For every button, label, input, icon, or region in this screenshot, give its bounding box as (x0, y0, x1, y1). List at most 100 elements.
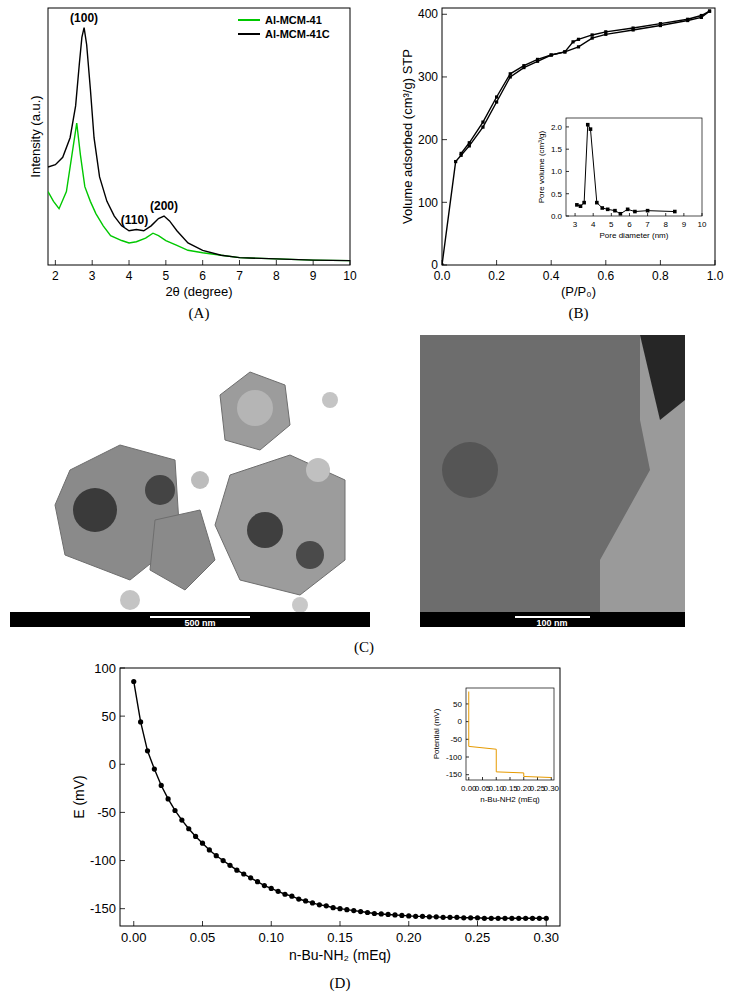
data-point (392, 912, 397, 917)
x-tick (340, 921, 341, 926)
x-tick (523, 777, 524, 780)
data-point (138, 719, 143, 724)
particle-detail (442, 442, 498, 498)
data-point (358, 909, 363, 914)
chart-panel: 3456789100.00.51.01.52.0Pore diameter (n… (537, 117, 707, 240)
particle (150, 510, 215, 590)
y-tick-label: 300 (418, 70, 438, 84)
x-tick-label: 1.0 (707, 269, 724, 283)
y-tick (566, 126, 569, 127)
data-point (413, 914, 418, 919)
chart-panel: 0.000.050.100.150.200.250.30-150-100-500… (71, 661, 560, 992)
data-point (550, 53, 553, 56)
x-tick-label: 0.00 (121, 930, 146, 945)
data-point (509, 72, 512, 75)
data-point (600, 206, 604, 210)
series-line (469, 692, 552, 778)
data-point (248, 875, 253, 880)
x-tick (575, 213, 576, 216)
chart-panel: 0.000.050.100.150.200.250.30-150-100-500… (432, 687, 559, 804)
x-tick (165, 260, 166, 265)
data-point (282, 892, 287, 897)
series-line (48, 28, 350, 261)
y-tick-label: 50 (453, 700, 462, 709)
x-axis-title: 2θ (degree) (165, 284, 232, 299)
data-point (575, 203, 579, 207)
particle (220, 372, 290, 450)
y-tick-label: 2.0 (551, 123, 563, 132)
x-tick-label: 0.05 (190, 930, 215, 945)
y-tick-label: 200 (418, 133, 438, 147)
y-tick (442, 14, 447, 15)
x-axis-title: n-Bu-NH2 (mEq) (480, 795, 540, 804)
data-point (708, 10, 711, 13)
y-tick (120, 668, 125, 669)
data-point (276, 889, 281, 894)
x-tick (202, 260, 203, 265)
data-point (442, 263, 444, 265)
inset-background (465, 687, 555, 781)
series-line (577, 125, 675, 214)
data-point (632, 26, 635, 29)
data-point (427, 914, 432, 919)
x-tick (202, 921, 203, 926)
data-point (571, 40, 574, 43)
data-point (550, 53, 553, 56)
data-point (166, 796, 171, 801)
x-tick-label: 4 (591, 220, 596, 229)
data-point (460, 152, 463, 155)
x-tick-label: 9 (682, 220, 687, 229)
data-point (324, 903, 329, 908)
x-tick (133, 921, 134, 926)
legend-swatch (238, 19, 260, 21)
x-tick (510, 777, 511, 780)
data-point (595, 201, 599, 205)
x-tick (551, 260, 552, 265)
data-point (227, 863, 232, 868)
particle-detail (292, 597, 308, 613)
data-point (591, 33, 594, 36)
x-tick-label: 0.4 (543, 269, 560, 283)
y-tick (120, 716, 125, 717)
y-tick-label: 0 (109, 757, 116, 772)
x-tick-label: 4 (126, 269, 133, 283)
data-point (496, 916, 501, 921)
data-point (502, 916, 507, 921)
tem-images: 500 nm100 nm(C) (10, 335, 685, 656)
y-tick-label: 100 (418, 196, 438, 210)
data-point (399, 913, 404, 918)
x-tick (647, 213, 648, 216)
data-point (234, 868, 239, 873)
x-tick (660, 260, 661, 265)
tem-image-right (420, 335, 685, 627)
y-axis-title: E (mV) (71, 775, 87, 819)
scale-bar-strip (10, 612, 370, 627)
series-group (575, 123, 677, 216)
plot-frame (442, 8, 715, 265)
data-point (481, 125, 484, 128)
data-point (589, 127, 593, 131)
y-tick (120, 764, 125, 765)
legend-swatch (238, 33, 260, 35)
x-tick (482, 777, 483, 780)
x-tick (702, 213, 703, 216)
panel-label: (D) (330, 975, 351, 992)
plot-frame (120, 668, 560, 926)
data-point (131, 679, 136, 684)
data-point (537, 916, 542, 921)
plot-frame (566, 118, 702, 216)
data-point (372, 911, 377, 916)
data-point (708, 10, 711, 13)
y-tick-label: -50 (450, 735, 462, 744)
data-point (604, 30, 607, 33)
data-point (495, 95, 498, 98)
x-tick-label: 0.30 (534, 930, 559, 945)
data-point (406, 913, 411, 918)
data-point (626, 208, 630, 212)
x-tick-label: 6 (199, 269, 206, 283)
panel-label: (B) (569, 305, 589, 322)
x-tick (92, 260, 93, 265)
data-point (331, 905, 336, 910)
x-tick (55, 260, 56, 265)
y-tick (566, 171, 569, 172)
